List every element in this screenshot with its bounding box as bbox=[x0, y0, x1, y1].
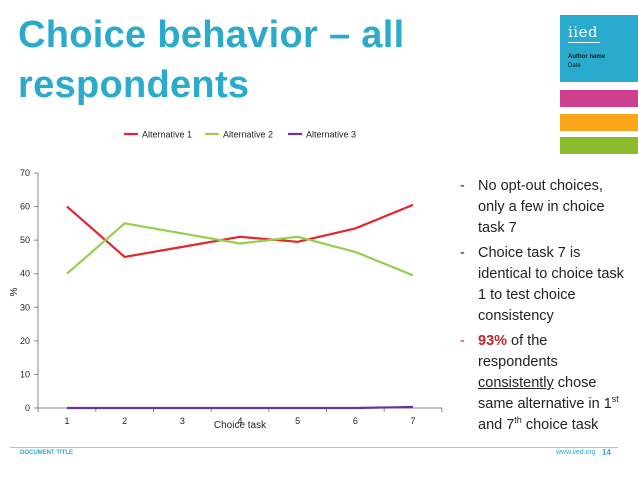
y-tick-label: 70 bbox=[20, 168, 30, 178]
footer-url[interactable]: www.iied.org bbox=[556, 449, 596, 456]
y-tick-label: 40 bbox=[20, 269, 30, 279]
bullet-text: choice task bbox=[521, 417, 599, 433]
ordinal-suffix: st bbox=[611, 394, 619, 405]
date-label: Date bbox=[568, 63, 581, 69]
bullet-item: - Choice task 7 is identical to choice t… bbox=[458, 243, 628, 327]
bullet-item: - No opt-out choices, only a few in choi… bbox=[458, 176, 628, 239]
y-tick-label: 20 bbox=[20, 336, 30, 346]
x-tick-label: 7 bbox=[410, 416, 415, 426]
y-tick-label: 30 bbox=[20, 302, 30, 312]
bullet-list: - No opt-out choices, only a few in choi… bbox=[458, 176, 628, 440]
slide-title: Choice behavior – all respondents bbox=[18, 14, 405, 106]
bullet-item: - 93% of the respondents consistently ch… bbox=[458, 331, 628, 436]
x-tick-label: 4 bbox=[237, 416, 242, 426]
footer-divider bbox=[10, 447, 618, 448]
bullet-dash: - bbox=[460, 333, 465, 349]
bullet-text: and 7 bbox=[478, 417, 515, 433]
bullet-text: Choice task 7 is identical to choice tas… bbox=[478, 245, 624, 324]
x-tick-label: 1 bbox=[64, 416, 69, 426]
x-tick-label: 3 bbox=[180, 416, 185, 426]
bullet-text: chose same alternative in 1 bbox=[478, 375, 612, 412]
bullet-dash: - bbox=[460, 178, 465, 194]
x-tick-label: 2 bbox=[122, 416, 127, 426]
y-tick-label: 0 bbox=[25, 403, 30, 413]
underlined-word: consistently bbox=[478, 375, 554, 391]
x-tick-label: 6 bbox=[353, 416, 358, 426]
page-number: 14 bbox=[602, 448, 611, 457]
bullet-text: of the respondents bbox=[478, 333, 558, 370]
legend-label: Alternative 3 bbox=[306, 130, 356, 140]
ordinal-suffix: th bbox=[514, 415, 522, 426]
iied-logo: iied bbox=[568, 23, 599, 41]
series-line bbox=[67, 405, 414, 410]
bullet-text: No opt-out choices, only a few in choice… bbox=[478, 178, 605, 236]
brand-box: iied Author name Date bbox=[560, 15, 638, 82]
footer-document-title: DOCUMENT TITLE bbox=[20, 450, 73, 456]
pink-color-bar bbox=[560, 90, 638, 107]
logo-underline bbox=[568, 42, 600, 43]
green-color-bar bbox=[560, 137, 638, 154]
y-axis-title: % bbox=[9, 287, 20, 296]
y-tick-label: 50 bbox=[20, 235, 30, 245]
x-tick-label: 5 bbox=[295, 416, 300, 426]
x-axis-title: Choice task bbox=[214, 420, 267, 431]
series-line bbox=[66, 203, 414, 259]
y-tick-label: 10 bbox=[20, 369, 30, 379]
author-name: Author name bbox=[568, 54, 606, 60]
bullet-dash: - bbox=[460, 245, 465, 261]
series-line bbox=[66, 222, 414, 277]
highlight-percentage: 93% bbox=[478, 333, 508, 349]
y-tick-label: 60 bbox=[20, 202, 30, 212]
legend-label: Alternative 2 bbox=[223, 130, 273, 140]
legend-label: Alternative 1 bbox=[142, 130, 192, 140]
orange-color-bar bbox=[560, 114, 638, 131]
